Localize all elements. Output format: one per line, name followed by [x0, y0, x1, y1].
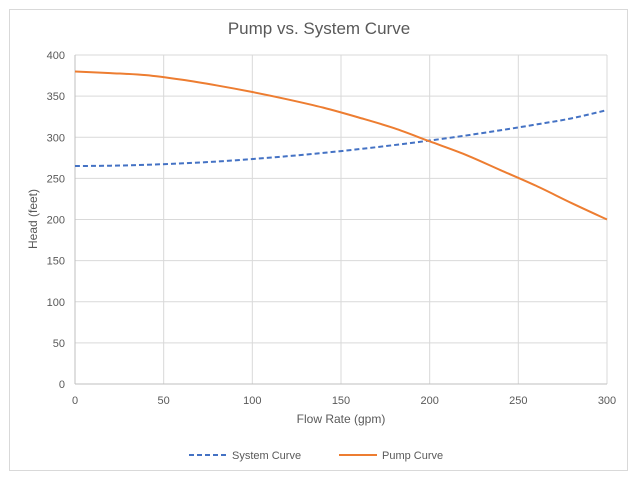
system-curve-line [74, 109, 608, 168]
x-tick-label: 200 [420, 395, 438, 407]
gridlines [75, 54, 608, 384]
legend: System Curve Pump Curve [189, 450, 443, 462]
x-axis-title: Flow Rate (gpm) [297, 412, 386, 426]
pump-curve-line [74, 70, 608, 221]
y-tick-label: 100 [47, 297, 65, 309]
y-tick-label: 250 [47, 173, 65, 185]
y-tick-label: 50 [53, 338, 65, 350]
y-tick-label: 0 [59, 379, 65, 391]
y-tick-label: 300 [47, 132, 65, 144]
series-lines [74, 70, 608, 221]
y-tick-label: 400 [47, 50, 65, 62]
x-tick-label: 0 [72, 395, 78, 407]
y-tick-label: 150 [47, 256, 65, 268]
y-tick-label: 200 [47, 215, 65, 227]
chart-frame [9, 9, 628, 471]
x-tick-label: 150 [332, 395, 350, 407]
x-tick-label: 50 [158, 395, 170, 407]
chart-title: Pump vs. System Curve [228, 19, 410, 38]
x-tick-label: 100 [243, 395, 261, 407]
y-axis-title: Head (feet) [26, 189, 40, 249]
x-tick-label: 300 [598, 395, 616, 407]
legend-label-system-curve: System Curve [232, 450, 301, 462]
x-tick-label: 250 [509, 395, 527, 407]
axes: 0 50 100 150 200 250 300 350 400 0 50 100 150 200 250 3… [47, 50, 617, 407]
y-tick-label: 350 [47, 91, 65, 103]
legend-label-pump-curve: Pump Curve [382, 450, 443, 462]
